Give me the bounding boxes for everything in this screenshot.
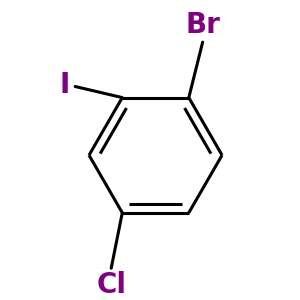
Text: Cl: Cl xyxy=(96,271,126,299)
Text: I: I xyxy=(59,71,70,99)
Text: Br: Br xyxy=(185,11,220,39)
